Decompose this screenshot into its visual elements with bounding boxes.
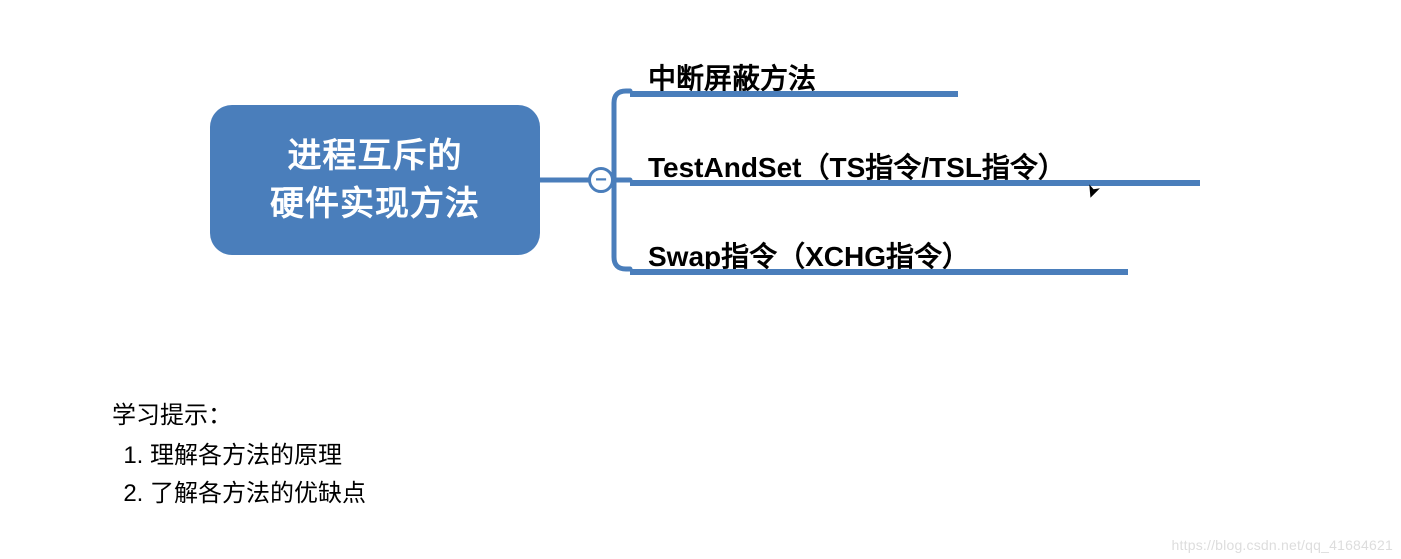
watermark-text: https://blog.csdn.net/qq_41684621	[1172, 537, 1393, 553]
mindmap-diagram: 进程互斥的 硬件实现方法 − 中断屏蔽方法TestAndSet（TS指令/TSL…	[0, 0, 1401, 559]
root-line-1: 进程互斥的	[288, 132, 463, 180]
branch-underline-0	[630, 91, 958, 97]
branch-underline-1	[630, 180, 1200, 186]
tips-item-1: 了解各方法的优缺点	[150, 476, 366, 512]
tips-item-0: 理解各方法的原理	[150, 438, 366, 474]
collapse-symbol: −	[595, 170, 607, 190]
root-node: 进程互斥的 硬件实现方法	[210, 105, 540, 255]
tips-list: 理解各方法的原理了解各方法的优缺点	[112, 438, 366, 512]
branch-underline-2	[630, 269, 1128, 275]
collapse-toggle[interactable]: −	[588, 167, 614, 193]
study-tips: 学习提示： 理解各方法的原理了解各方法的优缺点	[112, 398, 366, 514]
root-line-2: 硬件实现方法	[270, 180, 480, 228]
tips-title: 学习提示：	[112, 398, 366, 434]
